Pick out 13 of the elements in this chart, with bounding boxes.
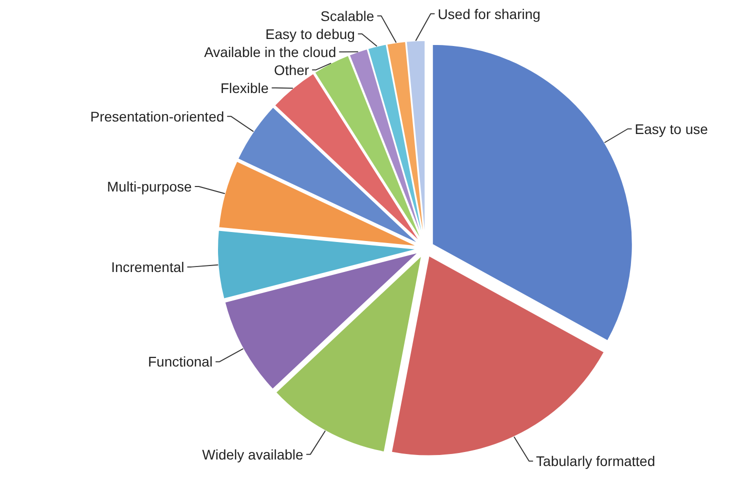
slice-label: Easy to debug bbox=[265, 26, 355, 42]
slice-label: Used for sharing bbox=[438, 6, 540, 22]
slice-label: Scalable bbox=[320, 8, 374, 24]
slice-label: Multi-purpose bbox=[107, 178, 192, 194]
slice-label: Other bbox=[274, 62, 310, 78]
slice-label: Widely available bbox=[202, 446, 304, 462]
slice-label: Presentation-oriented bbox=[90, 108, 224, 124]
slice-label: Incremental bbox=[111, 258, 184, 275]
slice-label: Available in the cloud bbox=[204, 44, 336, 60]
slice-label: Flexible bbox=[220, 80, 269, 96]
slice-label: Easy to use bbox=[634, 120, 708, 137]
slice-label: Tabularly formatted bbox=[536, 453, 656, 470]
slice-label: Functional bbox=[148, 354, 213, 370]
